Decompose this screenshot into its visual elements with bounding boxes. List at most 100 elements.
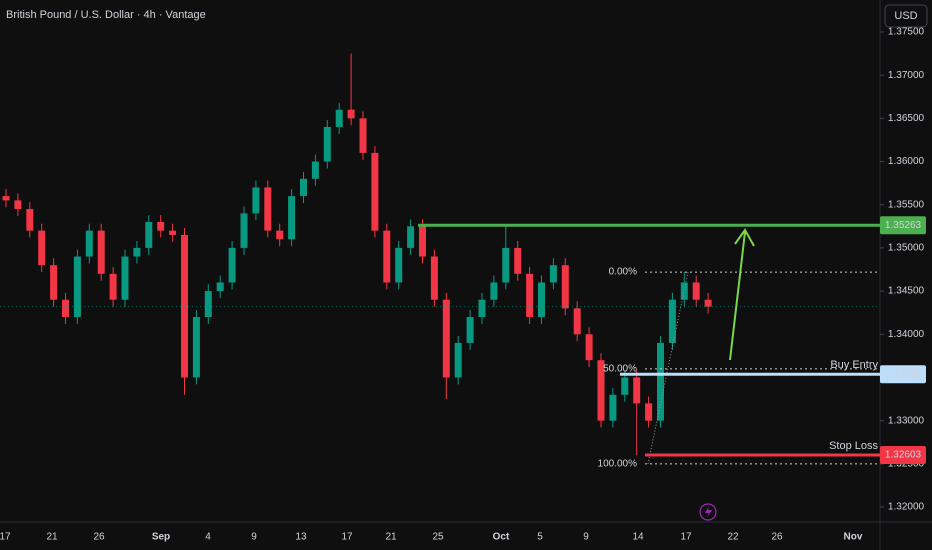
event-bolt bbox=[705, 506, 712, 518]
candle-body bbox=[585, 334, 593, 361]
chart-title: British Pound / U.S. Dollar · 4h · Vanta… bbox=[6, 9, 206, 21]
x-tick-label: 9 bbox=[251, 532, 257, 543]
candle-body bbox=[645, 403, 653, 421]
candle-body bbox=[26, 209, 34, 231]
y-tick-label: 1.37500 bbox=[888, 27, 925, 38]
candle-body bbox=[609, 394, 617, 421]
candle-body bbox=[668, 299, 676, 343]
x-tick-label: Oct bbox=[493, 532, 510, 543]
candle-body bbox=[109, 273, 117, 300]
y-tick-label: 1.34500 bbox=[888, 286, 925, 297]
candle-body bbox=[300, 178, 307, 197]
y-tick-label: 1.36500 bbox=[888, 113, 925, 124]
x-tick-label: 21 bbox=[46, 532, 58, 543]
y-tick-label: 1.34000 bbox=[888, 329, 925, 340]
candle-body bbox=[145, 221, 153, 248]
price-tag bbox=[880, 445, 926, 464]
x-tick-label: 5 bbox=[537, 532, 543, 543]
fib-label: 0.00% bbox=[609, 267, 637, 278]
candle-body bbox=[276, 230, 284, 240]
candle-body bbox=[323, 126, 331, 162]
price-tag-label: 1.32603 bbox=[885, 450, 922, 461]
target-arrow bbox=[729, 228, 755, 361]
candle-body bbox=[2, 196, 10, 201]
x-tick-label: 14 bbox=[632, 532, 644, 543]
candle-body bbox=[157, 221, 165, 231]
level-label: Buy Entry bbox=[830, 359, 878, 371]
candle-body bbox=[454, 342, 462, 378]
fib-label: 100.00% bbox=[598, 458, 638, 469]
candle-body bbox=[466, 317, 474, 343]
candle-body bbox=[264, 187, 272, 231]
candle-body bbox=[430, 256, 438, 300]
fib-label: 50.00% bbox=[603, 363, 637, 374]
candle-body bbox=[204, 291, 212, 318]
candle-body bbox=[549, 265, 557, 283]
candle-body bbox=[407, 226, 415, 248]
candle-body bbox=[311, 161, 319, 179]
candle-body bbox=[538, 282, 545, 318]
candle-body bbox=[490, 282, 498, 300]
y-tick-label: 1.37000 bbox=[888, 70, 925, 81]
candle-body bbox=[192, 317, 200, 378]
y-tick-label: 1.32500 bbox=[888, 458, 925, 469]
x-tick-label: 13 bbox=[295, 532, 307, 543]
candle-body bbox=[502, 247, 510, 283]
candle-body bbox=[14, 200, 22, 210]
level-label: Stop Loss bbox=[829, 440, 878, 452]
candle-body bbox=[252, 187, 260, 214]
x-tick-label: 21 bbox=[385, 532, 397, 543]
event-icon[interactable] bbox=[699, 503, 717, 521]
y-tick-label: 1.33000 bbox=[888, 415, 925, 426]
candle-body bbox=[216, 282, 224, 292]
x-tick-label: 22 bbox=[727, 532, 739, 543]
candle-body bbox=[73, 256, 81, 318]
candle-body bbox=[657, 342, 664, 421]
candle-body bbox=[347, 109, 355, 119]
price-tag-label: 1.35263 bbox=[885, 220, 922, 231]
candle-body bbox=[169, 230, 177, 235]
candle-body bbox=[478, 299, 486, 318]
candle-body bbox=[526, 273, 534, 318]
currency-button[interactable] bbox=[884, 4, 928, 28]
candle-body bbox=[359, 118, 367, 153]
y-tick-label: 1.35500 bbox=[888, 199, 925, 210]
x-tick-label: 17 bbox=[0, 532, 11, 543]
x-tick-label: Sep bbox=[152, 532, 170, 543]
price-tag-label: 1.33538 bbox=[885, 369, 922, 380]
x-tick-label: Nov bbox=[844, 532, 863, 543]
price-tag bbox=[880, 365, 926, 384]
x-tick-label: 17 bbox=[680, 532, 692, 543]
y-tick-label: 1.32000 bbox=[888, 502, 925, 513]
candle-body bbox=[335, 109, 343, 127]
candle-body bbox=[621, 377, 629, 395]
y-tick-label: 1.35000 bbox=[888, 243, 925, 254]
candle-body bbox=[228, 247, 236, 283]
candle-body bbox=[62, 299, 69, 318]
price-tag bbox=[880, 216, 926, 235]
candle-body bbox=[442, 299, 450, 378]
candle-body bbox=[97, 230, 105, 274]
x-tick-label: 17 bbox=[341, 532, 353, 543]
candle-body bbox=[692, 282, 700, 300]
candle-body bbox=[121, 256, 129, 300]
candle-body bbox=[371, 152, 379, 231]
candle-body bbox=[383, 230, 391, 283]
candle-body bbox=[704, 299, 712, 307]
candle-body bbox=[50, 265, 58, 300]
candle-body bbox=[38, 230, 46, 266]
candle-body bbox=[395, 247, 403, 283]
currency-label[interactable]: USD bbox=[894, 10, 917, 22]
candle-body bbox=[561, 265, 569, 309]
candle-body bbox=[573, 308, 581, 335]
candle-body bbox=[514, 247, 522, 274]
candle-body bbox=[133, 247, 141, 257]
candle-body bbox=[680, 282, 688, 300]
x-tick-label: 4 bbox=[205, 532, 211, 543]
candle-body bbox=[419, 226, 426, 257]
candle-body bbox=[633, 377, 641, 404]
x-tick-label: 26 bbox=[771, 532, 783, 543]
